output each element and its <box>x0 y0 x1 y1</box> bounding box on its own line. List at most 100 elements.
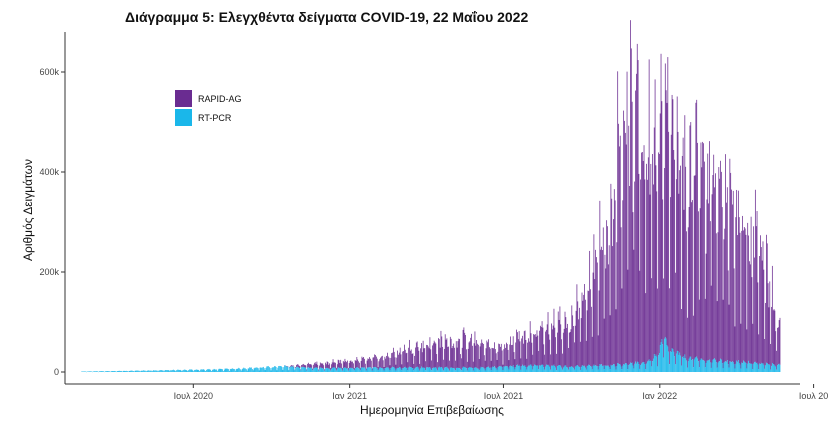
bar-rapid-ag <box>524 331 525 365</box>
bar-rt-pcr <box>743 361 744 372</box>
bar-rapid-ag <box>662 199 663 344</box>
bar-rapid-ag <box>745 228 746 362</box>
bar-rt-pcr <box>475 368 476 372</box>
bar-rt-pcr <box>683 356 684 372</box>
bar-rt-pcr <box>198 370 199 372</box>
bar-rt-pcr <box>420 368 421 372</box>
bar-rapid-ag <box>768 283 769 364</box>
bar-rt-pcr <box>431 370 432 372</box>
bar-rapid-ag <box>542 321 543 364</box>
bar-rt-pcr <box>553 366 554 372</box>
bar-rapid-ag <box>648 157 649 360</box>
bar-rt-pcr <box>456 368 457 372</box>
bar-rapid-ag <box>455 361 456 371</box>
bar-rapid-ag <box>693 316 694 368</box>
bar-rt-pcr <box>492 367 493 372</box>
bar-rapid-ag <box>699 300 700 368</box>
bar-rt-pcr <box>475 367 476 372</box>
bar-rt-pcr <box>146 371 147 372</box>
bar-rapid-ag <box>732 205 733 362</box>
bar-rt-pcr <box>339 368 340 372</box>
bar-rt-pcr <box>340 368 341 372</box>
bar-rt-pcr <box>779 364 780 372</box>
bar-rt-pcr <box>755 362 756 372</box>
bar-rt-pcr <box>430 367 431 372</box>
bar-rapid-ag <box>305 365 306 367</box>
bar-rapid-ag <box>597 263 598 367</box>
bar-rt-pcr <box>292 367 293 372</box>
bar-rt-pcr <box>608 366 609 372</box>
bar-rt-pcr <box>249 368 250 372</box>
bar-rapid-ag <box>373 358 374 368</box>
bar-rapid-ag <box>771 307 772 366</box>
bar-rt-pcr <box>258 368 259 372</box>
bar-rt-pcr <box>212 370 213 372</box>
bar-rt-pcr <box>507 366 508 372</box>
bar-rapid-ag <box>460 354 461 369</box>
bar-rt-pcr <box>342 371 343 372</box>
bar-rt-pcr <box>388 368 389 372</box>
bar-rt-pcr <box>105 371 106 372</box>
bar-rt-pcr <box>773 364 774 372</box>
bar-rt-pcr <box>733 362 734 372</box>
bar-rapid-ag <box>765 303 766 365</box>
bar-rapid-ag <box>451 339 452 367</box>
bar-rt-pcr <box>95 371 96 372</box>
bar-rt-pcr <box>580 370 581 372</box>
bar-rt-pcr <box>389 369 390 372</box>
bar-rapid-ag <box>591 307 592 367</box>
bar-rt-pcr <box>385 368 386 372</box>
bar-rapid-ag <box>381 356 382 368</box>
bar-rt-pcr <box>339 368 340 372</box>
bar-rapid-ag <box>464 333 465 368</box>
bar-rapid-ag <box>578 319 579 366</box>
bar-rapid-ag <box>409 340 410 367</box>
bar-rt-pcr <box>357 367 358 372</box>
bar-rapid-ag <box>431 360 432 370</box>
bar-rt-pcr <box>584 366 585 372</box>
bar-rapid-ag <box>399 353 400 367</box>
bar-rapid-ag <box>667 103 668 345</box>
bar-rapid-ag <box>427 345 428 367</box>
bar-rapid-ag <box>368 358 369 367</box>
bar-rt-pcr <box>185 370 186 372</box>
bar-rt-pcr <box>545 367 546 372</box>
bar-rt-pcr <box>111 371 112 372</box>
bar-rapid-ag <box>478 345 479 369</box>
bar-rt-pcr <box>645 364 646 372</box>
bar-rapid-ag <box>308 363 309 367</box>
bar-rapid-ag <box>329 363 330 369</box>
bar-rt-pcr <box>164 370 165 372</box>
bar-rt-pcr <box>356 367 357 372</box>
bar-rt-pcr <box>479 370 480 372</box>
bar-rt-pcr <box>376 368 377 372</box>
bar-rt-pcr <box>744 362 745 372</box>
y-axis-title: Αριθμός Δειγμάτων <box>21 159 35 261</box>
bar-rapid-ag <box>461 358 462 370</box>
bar-rt-pcr <box>769 365 770 372</box>
bar-rapid-ag <box>599 201 600 364</box>
bar-rt-pcr <box>305 368 306 372</box>
bar-rapid-ag <box>441 336 442 367</box>
bar-rt-pcr <box>448 369 449 372</box>
bar-rt-pcr <box>440 368 441 372</box>
bar-rt-pcr <box>558 366 559 372</box>
bar-rapid-ag <box>579 308 580 367</box>
bar-rt-pcr <box>265 370 266 372</box>
bar-rapid-ag <box>468 349 469 368</box>
bar-rt-pcr <box>153 371 154 372</box>
bar-rt-pcr <box>591 367 592 373</box>
bar-rt-pcr <box>691 360 692 372</box>
bar-rt-pcr <box>442 369 443 372</box>
bar-rt-pcr <box>674 356 675 372</box>
bar-rapid-ag <box>662 101 663 339</box>
bar-rapid-ag <box>336 368 337 371</box>
bar-rt-pcr <box>245 368 246 372</box>
bar-rapid-ag <box>494 342 495 366</box>
bar-rapid-ag <box>726 203 727 362</box>
bar-rapid-ag <box>577 301 578 365</box>
bar-rapid-ag <box>416 343 417 368</box>
bar-rapid-ag <box>557 333 558 366</box>
bar-rapid-ag <box>702 142 703 360</box>
